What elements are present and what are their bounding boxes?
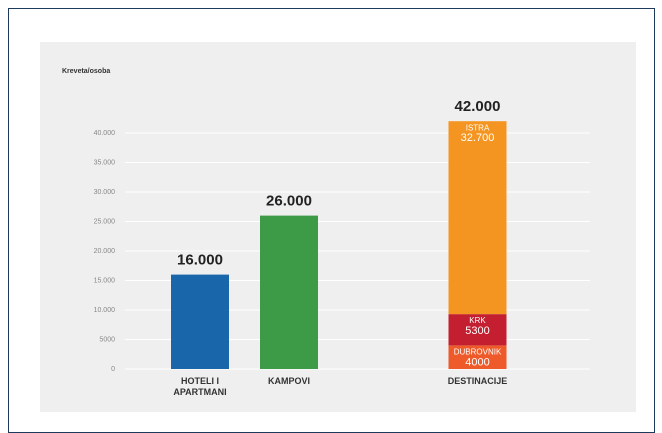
bar <box>171 274 229 369</box>
segment-value-label: 5300 <box>465 325 489 337</box>
bar-segment <box>448 314 507 346</box>
segment-name: DUBROVNIK <box>454 348 502 357</box>
segment-value-label: 4000 <box>465 356 489 368</box>
value-label: 26.000 <box>266 193 312 210</box>
bar-segment <box>448 121 507 315</box>
panel <box>40 42 636 412</box>
segment-name: KRK <box>469 316 486 325</box>
bar <box>260 215 318 369</box>
y-tick-label: 0 <box>111 366 115 373</box>
value-label: 42.000 <box>455 98 501 115</box>
segment-value-label: 32.700 <box>461 132 495 144</box>
x-tick-label: DESTINACIJE <box>447 376 508 386</box>
segment-name: ISTRA <box>466 123 490 132</box>
y-tick-label: 30.000 <box>94 189 116 196</box>
y-tick-label: 35.000 <box>94 159 116 166</box>
y-tick-label: 25.000 <box>94 218 116 225</box>
y-tick-label: 15.000 <box>94 277 116 284</box>
y-tick-label: 20.000 <box>94 248 116 255</box>
value-label: 16.000 <box>177 252 223 269</box>
y-tick-label: 10.000 <box>94 307 116 314</box>
y-tick-label: 40.000 <box>94 130 116 137</box>
y-tick-label: 5000 <box>99 336 115 343</box>
bar-segment <box>448 345 507 369</box>
x-tick-label: HOTELI I APARTMANI <box>173 376 227 397</box>
x-tick-label: KAMPOVI <box>267 376 310 386</box>
y-axis-label: Kreveta/osoba <box>62 68 110 75</box>
